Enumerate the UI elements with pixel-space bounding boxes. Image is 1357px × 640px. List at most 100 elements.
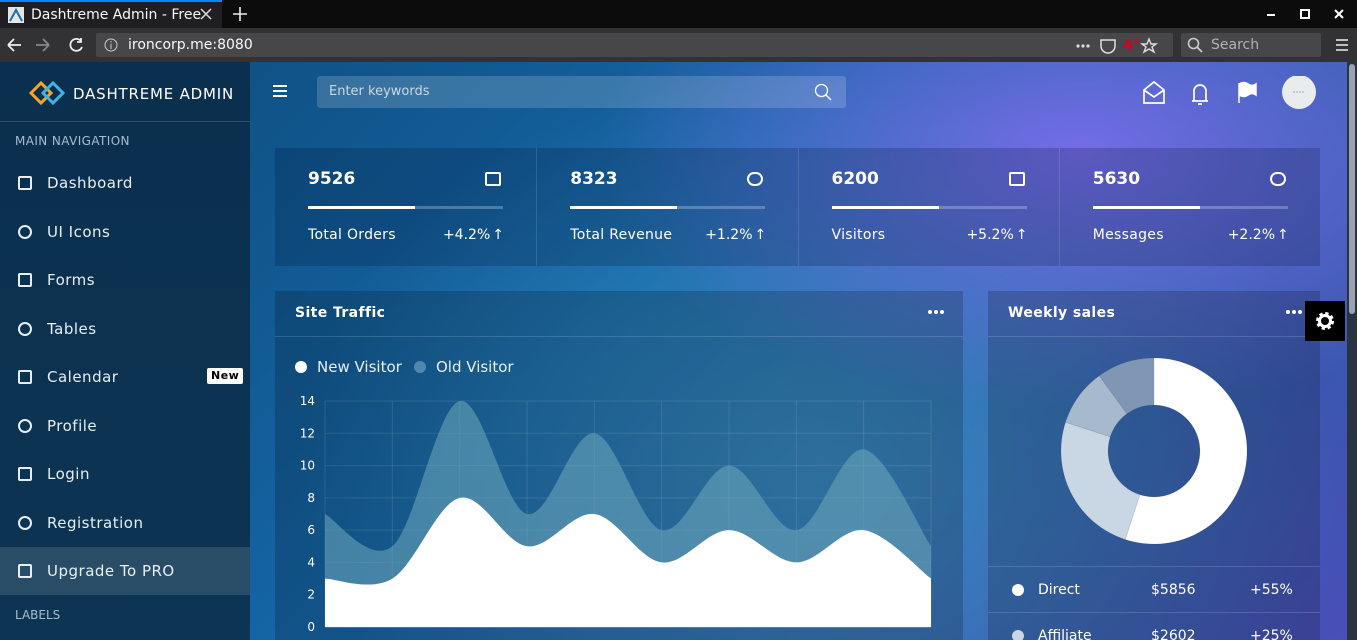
- stat-progress: [831, 206, 939, 209]
- nav-heading: MAIN NAVIGATION: [15, 134, 130, 148]
- hamburger[interactable]: [272, 84, 288, 98]
- address-bar[interactable]: ironcorp.me:8080: [96, 33, 1173, 57]
- gear-icon: [1316, 312, 1334, 330]
- stat-change-value: +4.2%: [442, 227, 491, 243]
- browser-tab[interactable]: Dashtreme Admin - Free: [0, 0, 222, 28]
- stat-label: Total Orders: [308, 227, 396, 243]
- nav-item[interactable]: Calendar New: [0, 353, 250, 401]
- app: DASHTREME ADMIN MAIN NAVIGATION Dashboar…: [0, 62, 1357, 640]
- nav-item[interactable]: Login: [0, 450, 250, 498]
- y-tick-label: 2: [307, 588, 315, 602]
- stat-value: 8323: [570, 169, 618, 189]
- nav-label: Dashboard: [47, 174, 133, 192]
- stat-cell: 9526 Total Orders +4.2% ↑: [275, 148, 536, 266]
- nav-item[interactable]: Registration: [0, 499, 250, 547]
- nav-item[interactable]: Tables: [0, 305, 250, 353]
- stat-icon: [747, 172, 764, 186]
- stat-icon: [1269, 172, 1286, 186]
- browser-search[interactable]: Search: [1181, 33, 1321, 57]
- keyword-search[interactable]: Enter keywords: [317, 76, 846, 108]
- donut-slice: [1060, 421, 1141, 541]
- icon-shape: [18, 564, 32, 578]
- row-change: +25%: [1250, 628, 1293, 640]
- y-tick-label: 10: [300, 459, 315, 473]
- info-icon: [104, 38, 118, 52]
- stat-icon: [485, 172, 501, 186]
- stat-label: Total Revenue: [570, 227, 673, 243]
- nav-item[interactable]: Forms: [0, 256, 250, 304]
- y-tick-label: 0: [307, 620, 315, 634]
- stat-change: +2.2% ↑: [1228, 227, 1289, 243]
- nav-item[interactable]: UI Icons: [0, 208, 250, 256]
- sales-row: Direct $5856 +55%: [988, 566, 1320, 613]
- toolbar-icons[interactable]: [1074, 36, 1174, 56]
- y-tick-label: 6: [307, 523, 315, 537]
- scroll-thumb[interactable]: [1349, 64, 1355, 314]
- stat-cell: 8323 Total Revenue +1.2% ↑: [536, 148, 798, 266]
- stat-value: 5630: [1092, 169, 1141, 189]
- card-title: Site Traffic: [295, 305, 386, 321]
- sales-donut: [1060, 357, 1248, 545]
- search-icon: [1187, 37, 1203, 53]
- icon-shape: [18, 321, 32, 336]
- stat-arrow: ↑: [492, 227, 504, 243]
- row-amount: $5856: [1151, 582, 1196, 598]
- stat-arrow: ↑: [1015, 227, 1028, 243]
- topbar-icons[interactable]: [1140, 76, 1320, 110]
- window-controls[interactable]: [1262, 6, 1352, 22]
- stat-icon: [1008, 172, 1025, 186]
- icon-shape: [18, 370, 32, 384]
- nav-label: Forms: [47, 271, 96, 289]
- stat-arrow: ↑: [1277, 227, 1289, 243]
- stat-change-value: +2.2%: [1227, 227, 1276, 243]
- scrollbar: [1347, 62, 1357, 640]
- stat-progress: [1092, 206, 1200, 209]
- nav-label: Upgrade To PRO: [47, 562, 175, 580]
- tab-bar: Dashtreme Admin - Free: [0, 0, 1357, 28]
- donut-slice: [1124, 357, 1248, 545]
- row-amount: $2602: [1151, 628, 1196, 640]
- sales-card: Weekly sales Direct $5856 +55% Affiliate $26…: [988, 291, 1320, 640]
- stats-panel: 9526 Total Orders +4.2% ↑ 8323 Total Revenue +…: [275, 148, 1320, 266]
- nav-label: Profile: [47, 416, 98, 435]
- nav-icon: [18, 515, 32, 530]
- stat-change-value: +1.2%: [705, 227, 753, 243]
- legend-label: Old Visitor: [436, 358, 514, 376]
- sidebar: DASHTREME ADMIN MAIN NAVIGATION Dashboar…: [0, 62, 250, 640]
- card-header: [988, 291, 1320, 337]
- card-menu[interactable]: [1285, 309, 1303, 315]
- settings-toggle[interactable]: [1305, 301, 1345, 341]
- brand-name[interactable]: DASHTREME ADMIN: [73, 85, 234, 103]
- row-dot: [1012, 630, 1024, 640]
- icon-shape: [18, 273, 32, 287]
- card-title: Weekly sales: [1008, 305, 1116, 321]
- stat-arrow: ↑: [754, 227, 767, 243]
- tab-close[interactable]: [200, 8, 212, 20]
- traffic-card: Site Traffic New Visitor Old Visitor 0 2 4 6 8…: [275, 291, 963, 640]
- stat-change-value: +5.2%: [966, 227, 1014, 243]
- nav-icon: [18, 273, 32, 287]
- donut-slice: [1098, 357, 1155, 415]
- card-menu[interactable]: [927, 309, 945, 315]
- row-change: +55%: [1250, 582, 1293, 598]
- nav-buttons[interactable]: [6, 36, 86, 54]
- nav-item[interactable]: Profile: [0, 402, 250, 450]
- stat-change: +1.2% ↑: [705, 227, 766, 243]
- search-icon[interactable]: [814, 83, 832, 101]
- nav-item[interactable]: Dashboard: [0, 159, 250, 207]
- legend-swatch: [295, 361, 307, 373]
- sales-row: Affiliate $2602 +25%: [988, 612, 1320, 640]
- new-tab[interactable]: [232, 6, 248, 22]
- stat-progress: [570, 206, 678, 209]
- menu-icon[interactable]: [1335, 38, 1349, 52]
- nav-badge: New: [207, 368, 244, 384]
- extension-badge[interactable]: 4°: [1123, 36, 1141, 54]
- nav-label: Tables: [47, 319, 97, 338]
- brand-logo: [28, 80, 66, 106]
- stat-cell: 6200 Visitors +5.2% ↑: [797, 148, 1060, 266]
- nav-item[interactable]: Upgrade To PRO: [0, 547, 250, 595]
- nav-icon: [18, 370, 32, 384]
- labels-heading: LABELS: [15, 608, 61, 622]
- icon-shape: [18, 224, 32, 239]
